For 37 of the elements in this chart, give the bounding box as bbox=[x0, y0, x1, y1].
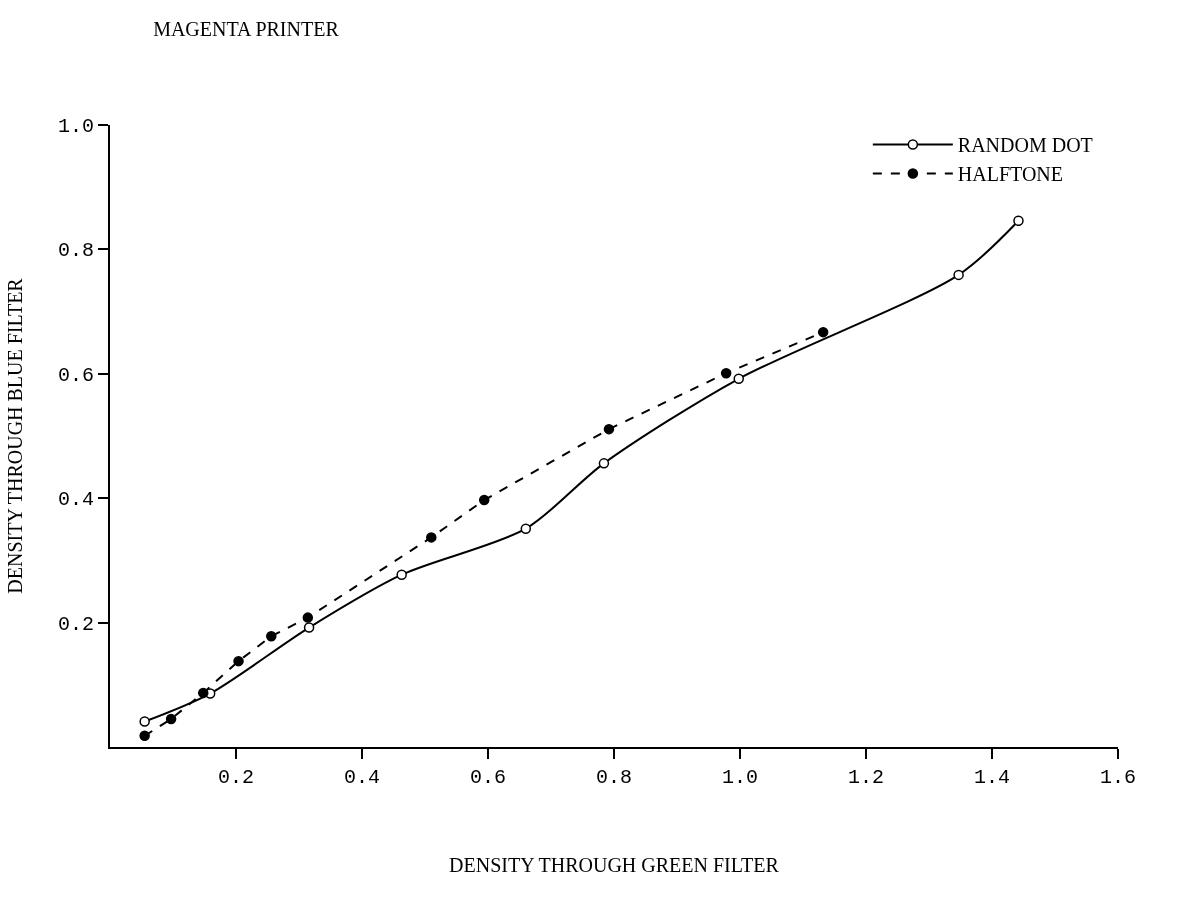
point bbox=[303, 622, 315, 633]
point bbox=[1013, 215, 1024, 227]
point bbox=[733, 373, 744, 385]
point bbox=[520, 523, 532, 534]
legend-label: RANDOM DOT bbox=[957, 134, 1093, 157]
legend-label: HALFTONE bbox=[957, 163, 1064, 186]
point bbox=[720, 367, 732, 379]
point bbox=[266, 631, 277, 642]
point bbox=[233, 655, 244, 667]
x-axis-title: DENSITY THROUGH GREEN FILTER bbox=[449, 854, 780, 876]
x-tick-label: 1.4 bbox=[973, 766, 1011, 789]
x-tick-label: 1.6 bbox=[1099, 766, 1137, 789]
point bbox=[139, 730, 150, 742]
x-tick-label: 0.2 bbox=[217, 766, 255, 789]
x-tick-label: 1.0 bbox=[721, 766, 759, 789]
point bbox=[817, 326, 829, 338]
point bbox=[598, 458, 610, 469]
point bbox=[197, 687, 209, 699]
x-tick-label: 0.8 bbox=[595, 766, 633, 789]
y-tick-label: 1.0 bbox=[57, 115, 94, 138]
point bbox=[139, 716, 150, 727]
point bbox=[396, 569, 407, 580]
y-tick-label: 0.2 bbox=[57, 612, 94, 636]
point bbox=[302, 612, 314, 623]
y-tick-label: 0.8 bbox=[57, 239, 94, 263]
point bbox=[953, 269, 964, 281]
point bbox=[603, 423, 615, 435]
point bbox=[426, 532, 437, 543]
x-tick-label: 1.2 bbox=[847, 766, 885, 789]
y-tick-label: 0.4 bbox=[57, 488, 94, 512]
x-tick-label: 0.4 bbox=[343, 766, 381, 789]
point bbox=[165, 713, 177, 725]
y-axis-title: DENSITY THROUGH BLUE FILTER bbox=[3, 277, 26, 594]
chart-title: MAGENTA PRINTER bbox=[153, 18, 340, 41]
x-tick-label: 0.6 bbox=[469, 766, 507, 789]
y-tick-label: 0.6 bbox=[57, 363, 94, 387]
point bbox=[478, 494, 490, 506]
